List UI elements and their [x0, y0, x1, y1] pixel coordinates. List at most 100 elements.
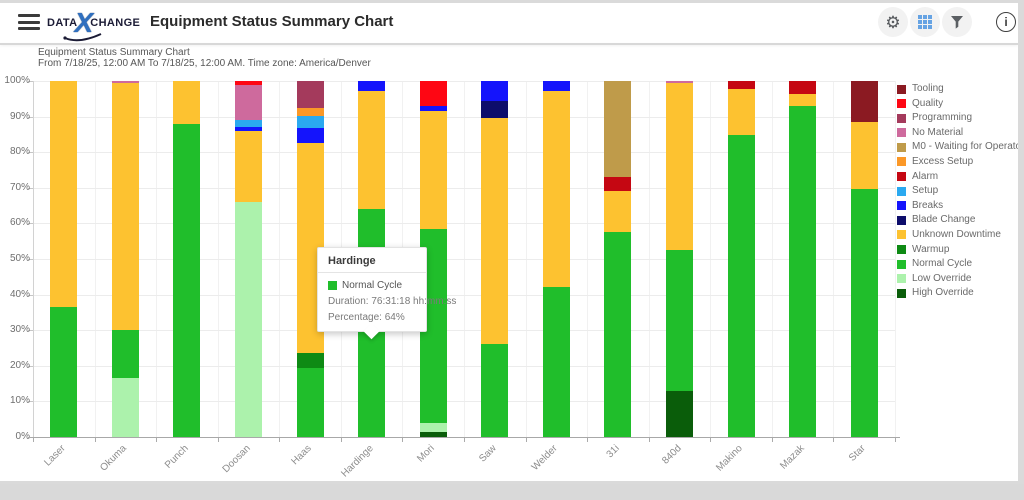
y-axis-tick: [28, 259, 33, 260]
bar-segment-laser[interactable]: [50, 81, 78, 308]
x-axis-label: Punch: [162, 443, 191, 471]
bar-segment-saw[interactable]: [481, 81, 509, 102]
bar-segment-mori[interactable]: [419, 105, 447, 111]
bar-segment-okuma[interactable]: [111, 378, 139, 437]
bar-segment-31i[interactable]: [604, 177, 632, 191]
bar-segment-makino[interactable]: [727, 81, 755, 89]
bar-segment-31i[interactable]: [604, 191, 632, 233]
header-divider: [0, 43, 1018, 45]
bar-segment-doosan[interactable]: [235, 127, 262, 131]
bar-segment-mori[interactable]: [419, 110, 447, 229]
bar-segment-840d[interactable]: [666, 250, 693, 391]
bar-segment-haas[interactable]: [296, 81, 324, 109]
bar-segment-okuma[interactable]: [111, 81, 139, 84]
bar-segment-31i[interactable]: [604, 232, 632, 437]
chart-tooltip: Hardinge Normal Cycle Duration: 76:31:18…: [317, 247, 456, 340]
stacked-bar-chart: 0% 10% 20% 30% 40% 50% 60% 70% 80% 90% 100% Laser Ok…: [4, 75, 900, 479]
bar-segment-doosan[interactable]: [235, 84, 262, 121]
bar-segment-saw[interactable]: [481, 101, 509, 118]
legend-item[interactable]: Excess Setup: [897, 156, 1024, 167]
bar-segment-laser[interactable]: [50, 307, 78, 437]
legend-label: Warmup: [912, 243, 950, 255]
gear-icon: ⚙: [885, 12, 901, 32]
bar-segment-doosan[interactable]: [235, 130, 262, 203]
bar-segment-okuma[interactable]: [111, 83, 139, 331]
legend-item[interactable]: Tooling: [897, 84, 1024, 94]
bar-segment-mori[interactable]: [419, 422, 447, 432]
bar-segment-star[interactable]: [850, 188, 878, 437]
y-axis-tick: [28, 294, 33, 296]
legend-item[interactable]: Setup: [897, 186, 1024, 196]
filter-button[interactable]: [942, 7, 972, 37]
bar-segment-hardinge[interactable]: [358, 81, 386, 91]
dataxchange-logo: DATA X CHANGE: [47, 8, 140, 42]
bar-segment-punch[interactable]: [173, 81, 201, 124]
bar-segment-mazak[interactable]: [789, 94, 817, 106]
bar-segment-31i[interactable]: [604, 81, 632, 178]
y-axis-label: 30%: [9, 324, 30, 336]
grid-icon: [918, 15, 932, 29]
bar-segment-doosan[interactable]: [235, 81, 262, 85]
legend-item[interactable]: Quality: [897, 97, 1024, 109]
bar-segment-makino[interactable]: [727, 135, 755, 437]
menu-button[interactable]: [18, 14, 40, 30]
x-axis-line: [28, 437, 900, 438]
bar-segment-doosan[interactable]: [235, 120, 262, 128]
bar-segment-mazak[interactable]: [789, 105, 817, 437]
bar-segment-star[interactable]: [850, 81, 878, 122]
filter-icon: [951, 16, 963, 29]
legend-label: Quality: [912, 97, 944, 109]
legend-swatch: [897, 99, 906, 109]
bar-segment-haas[interactable]: [296, 108, 324, 116]
bar-segment-welder[interactable]: [542, 81, 570, 91]
logo-swoosh: [63, 33, 102, 42]
bar-segment-840d[interactable]: [666, 83, 693, 251]
bar-segment-punch[interactable]: [173, 123, 201, 437]
plot-column-line: [895, 81, 896, 437]
y-axis-label: 100%: [4, 75, 30, 86]
legend-item[interactable]: Unknown Downtime: [897, 229, 1024, 240]
bar-segment-okuma[interactable]: [111, 330, 139, 379]
page-title: Equipment Status Summary Chart: [150, 13, 394, 30]
legend-label: M0 - Waiting for Operator: [912, 141, 1024, 153]
bar-segment-mori[interactable]: [419, 431, 447, 437]
legend-item[interactable]: Alarm: [897, 171, 1024, 182]
legend-swatch: [897, 201, 906, 211]
app-background: [0, 3, 1018, 481]
bar-segment-saw[interactable]: [481, 117, 509, 345]
legend-item[interactable]: Warmup: [897, 243, 1024, 255]
bar-segment-makino[interactable]: [727, 88, 755, 136]
legend-item[interactable]: High Override: [897, 288, 1024, 298]
legend-item[interactable]: Blade Change: [897, 215, 1024, 225]
bar-segment-haas[interactable]: [296, 115, 324, 128]
legend-item[interactable]: Breaks: [897, 200, 1024, 211]
info-button[interactable]: i: [996, 12, 1016, 32]
bar-segment-mori[interactable]: [419, 81, 447, 106]
legend-item[interactable]: Low Override: [897, 273, 1024, 284]
bar-segment-welder[interactable]: [542, 287, 570, 437]
legend-label: No Material: [912, 126, 964, 138]
bar-segment-840d[interactable]: [666, 390, 693, 437]
bar-segment-haas[interactable]: [296, 367, 324, 437]
bar-segment-saw[interactable]: [481, 344, 509, 437]
bar-segment-welder[interactable]: [542, 90, 570, 288]
legend-item[interactable]: M0 - Waiting for Operator: [897, 142, 1024, 152]
bar-segment-840d[interactable]: [666, 81, 693, 84]
bar-segment-haas[interactable]: [296, 353, 324, 368]
legend-item[interactable]: Normal Cycle: [897, 259, 1024, 269]
bar-segment-star[interactable]: [850, 121, 878, 189]
y-axis-line: [33, 81, 34, 437]
legend-swatch: [897, 274, 906, 284]
legend-item[interactable]: Programming: [897, 113, 1024, 123]
grid-line: [33, 401, 895, 403]
bar-segment-hardinge[interactable]: [358, 90, 386, 210]
legend-item[interactable]: No Material: [897, 126, 1024, 138]
window-edge-right: [1018, 0, 1024, 484]
legend-label: Blade Change: [912, 214, 976, 226]
bar-segment-mazak[interactable]: [789, 81, 817, 95]
y-axis-tick: [28, 223, 33, 225]
bar-segment-haas[interactable]: [296, 127, 324, 144]
settings-button[interactable]: ⚙: [878, 7, 908, 37]
grid-view-button[interactable]: [910, 7, 940, 37]
bar-segment-doosan[interactable]: [235, 202, 262, 437]
